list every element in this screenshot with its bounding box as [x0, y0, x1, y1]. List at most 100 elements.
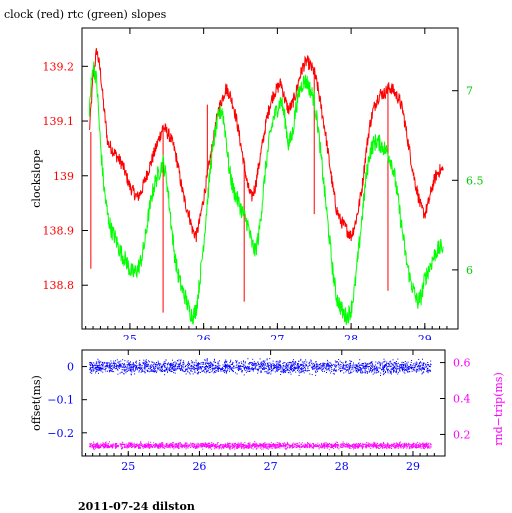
- data-point: [342, 442, 344, 444]
- data-point: [97, 442, 99, 444]
- data-point: [408, 442, 409, 444]
- data-point: [291, 362, 293, 364]
- data-point: [410, 445, 412, 447]
- data-point: [348, 363, 350, 365]
- data-point: [257, 446, 259, 448]
- data-point: [198, 372, 200, 374]
- data-point: [323, 362, 325, 364]
- data-point: [224, 366, 226, 368]
- data-point: [320, 363, 322, 365]
- data-point: [366, 446, 368, 447]
- data-point: [136, 443, 138, 445]
- data-point: [161, 445, 163, 447]
- data-point: [109, 367, 111, 369]
- data-point: [400, 364, 402, 366]
- data-point: [370, 367, 372, 369]
- data-point: [208, 444, 210, 446]
- data-point: [251, 446, 253, 448]
- data-point: [238, 370, 240, 371]
- data-point: [233, 445, 235, 447]
- data-point: [292, 445, 293, 447]
- data-point: [258, 366, 260, 368]
- data-point: [185, 444, 187, 446]
- data-point: [368, 443, 370, 445]
- data-point: [232, 361, 234, 363]
- data-point: [129, 370, 131, 372]
- data-point: [356, 365, 358, 367]
- data-point: [120, 371, 122, 373]
- data-point: [423, 447, 425, 449]
- data-point: [251, 368, 253, 370]
- data-point: [380, 444, 382, 446]
- data-point: [415, 445, 417, 447]
- data-point: [236, 446, 238, 448]
- data-point: [353, 448, 355, 450]
- data-point: [300, 371, 302, 373]
- data-point: [116, 366, 118, 368]
- data-point: [401, 362, 403, 364]
- data-point: [269, 358, 271, 360]
- data-point: [395, 369, 397, 371]
- data-point: [177, 360, 179, 362]
- data-point: [214, 448, 216, 450]
- data-point: [264, 367, 265, 369]
- data-point: [423, 446, 425, 447]
- data-point: [383, 365, 385, 367]
- data-point: [285, 365, 287, 367]
- data-point: [226, 360, 228, 362]
- data-point: [243, 361, 244, 363]
- data-point: [159, 364, 160, 366]
- data-point: [105, 367, 107, 369]
- data-point: [179, 441, 181, 443]
- data-point: [149, 444, 150, 445]
- data-point: [231, 443, 233, 445]
- data-point: [142, 444, 144, 446]
- data-point: [263, 444, 265, 445]
- data-point: [298, 446, 300, 448]
- data-point: [393, 446, 395, 447]
- data-point: [220, 368, 222, 370]
- data-point: [356, 446, 358, 448]
- data-point: [372, 373, 374, 375]
- data-point: [202, 361, 204, 363]
- data-point: [195, 447, 197, 449]
- data-point: [287, 443, 289, 445]
- data-point: [353, 444, 355, 446]
- data-point: [402, 369, 404, 371]
- data-point: [158, 448, 160, 449]
- data-point: [390, 372, 392, 373]
- data-point: [255, 368, 257, 370]
- data-point: [296, 367, 298, 369]
- data-point: [205, 362, 206, 364]
- data-point: [237, 368, 239, 370]
- data-point: [365, 372, 367, 374]
- data-point: [190, 367, 192, 369]
- data-point: [168, 368, 170, 370]
- data-point: [171, 371, 173, 372]
- data-point: [155, 444, 157, 446]
- data-point: [212, 369, 214, 371]
- data-point: [176, 367, 178, 369]
- data-point: [360, 370, 361, 372]
- data-point: [301, 371, 303, 373]
- data-point: [408, 367, 410, 369]
- data-point: [399, 445, 401, 447]
- data-point: [263, 361, 265, 363]
- data-point: [393, 442, 395, 444]
- data-point: [340, 370, 342, 372]
- data-point: [316, 364, 318, 366]
- data-point: [357, 370, 359, 372]
- data-point: [192, 361, 194, 363]
- data-point: [406, 370, 408, 372]
- data-point: [217, 370, 219, 372]
- data-point: [193, 446, 195, 448]
- data-point: [327, 363, 329, 365]
- data-point: [181, 367, 182, 369]
- data-point: [247, 370, 249, 372]
- data-point: [203, 362, 205, 364]
- data-point: [176, 445, 178, 447]
- data-point: [216, 366, 218, 368]
- data-point: [362, 363, 364, 365]
- data-point: [368, 368, 370, 370]
- data-point: [95, 445, 97, 447]
